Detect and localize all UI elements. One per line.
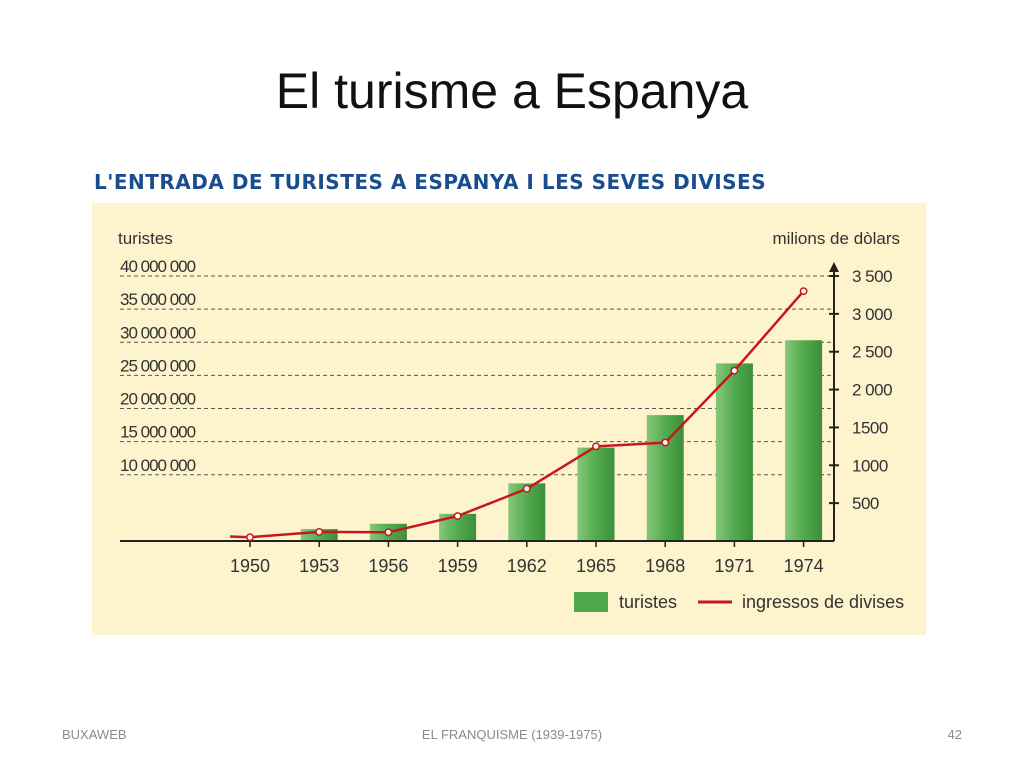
line-point-1971: [730, 366, 739, 375]
line-ingressos-de-divises: [229, 290, 805, 539]
legend-bar-label: turistes: [619, 592, 677, 612]
bar-1965: [577, 447, 615, 541]
x-tick-label: 1959: [438, 556, 478, 576]
right-axis-title: milions de dòlars: [772, 229, 900, 248]
line-point-1956: [384, 528, 393, 537]
left-tick-label: 20 000 000: [120, 390, 196, 409]
right-tick-label: 1500: [852, 418, 888, 437]
right-tick-label: 2 500: [852, 343, 892, 362]
x-tick-label: 1950: [230, 556, 270, 576]
x-tick-label: 1953: [299, 556, 339, 576]
footer-subject: EL FRANQUISME (1939-1975): [421, 727, 603, 742]
right-axis-arrow: [829, 262, 839, 272]
bar-1974: [785, 340, 823, 541]
right-tick-label: 2 000: [852, 381, 892, 400]
left-tick-label: 35 000 000: [120, 290, 196, 309]
legend-bar-swatch: [574, 592, 608, 612]
x-tick-label: 1968: [645, 556, 685, 576]
page-number: 42: [947, 727, 962, 742]
line-point-1959: [453, 512, 462, 520]
line-point-1950: [246, 533, 254, 542]
left-tick-label: 40 000 000: [120, 257, 196, 276]
right-tick-label: 3 000: [852, 305, 892, 324]
x-tick-label: 1956: [368, 556, 408, 576]
x-tick-label: 1971: [714, 556, 754, 576]
right-tick-label: 500: [852, 494, 879, 513]
line-point-1962: [522, 484, 531, 493]
legend-line-label: ingressos de divises: [742, 592, 904, 612]
chart-title: L'ENTRADA DE TURISTES A ESPANYA I LES SE…: [94, 170, 767, 194]
right-tick-label: 1000: [852, 456, 888, 475]
tourism-chart: 10 000 000 15 000 000 20 000 000 25 000 000…: [118, 229, 904, 612]
slide-title: El turisme a Espanya: [275, 63, 749, 119]
x-tick-label: 1965: [576, 556, 616, 576]
footer-author: BUXAWEB: [62, 727, 127, 742]
x-tick-label: 1974: [784, 556, 824, 576]
bar-1968: [646, 415, 684, 541]
line-point-1953: [315, 527, 324, 536]
left-tick-label: 25 000 000: [120, 356, 196, 375]
bar-1971: [715, 363, 753, 541]
left-tick-label: 15 000 000: [120, 423, 196, 442]
chart-panel: 10 000 000 15 000 000 20 000 000 25 000 000…: [92, 203, 926, 635]
left-tick-label: 10 000 000: [120, 456, 196, 475]
line-point-1974: [799, 287, 808, 296]
x-tick-label: 1962: [507, 556, 547, 576]
left-axis-title: turistes: [118, 229, 173, 248]
line-point-1968: [661, 438, 670, 447]
left-tick-label: 30 000 000: [120, 323, 196, 342]
right-tick-label: 3 500: [852, 267, 892, 286]
line-point-1965: [592, 442, 600, 451]
